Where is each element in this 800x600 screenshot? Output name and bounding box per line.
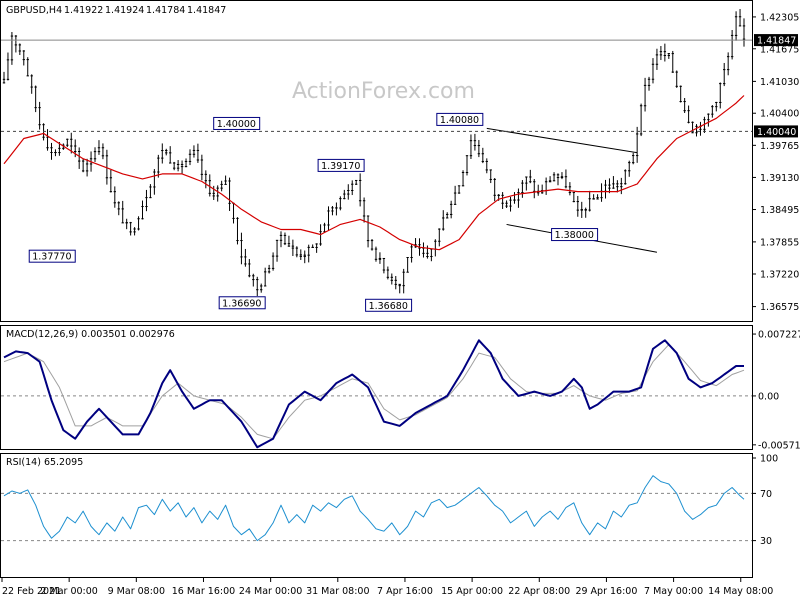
- annotation-box: [365, 298, 413, 312]
- header-high: 1.41924: [105, 5, 144, 16]
- macd-signal-line: [3, 344, 745, 440]
- time-axis-label: 24 Mar 00:00: [239, 586, 302, 597]
- price-axis-label: 1.39765: [760, 141, 799, 152]
- symbol-header: GBPUSD,H4 1.41922 1.41924 1.41784 1.4184…: [6, 5, 226, 16]
- macd-layer: [1, 339, 752, 449]
- time-axis-label: 29 Apr 16:00: [575, 586, 637, 597]
- macd-title: MACD(12,26,9) 0.003501 0.002976: [6, 329, 175, 340]
- time-axis-label: 7 Apr 16:00: [377, 586, 433, 597]
- annotation-label: 1.39170: [321, 161, 360, 172]
- rsi-axis-label: 100: [760, 454, 778, 465]
- macd-line: [3, 339, 744, 449]
- last-price-tag: 1.41847: [757, 36, 796, 47]
- annotation-label: 1.38000: [555, 230, 594, 241]
- price-tag-box: [754, 34, 798, 47]
- annotation-label: 1.37770: [32, 252, 71, 263]
- price-axis-label: 1.37855: [760, 237, 799, 248]
- annotation-label: 1.40000: [217, 119, 256, 130]
- macd-axis-label: 0.00: [758, 391, 779, 402]
- header-open: 1.41922: [64, 5, 103, 16]
- time-axis-label: 31 Mar 08:00: [306, 586, 369, 597]
- price-axis-label: 1.37220: [760, 269, 799, 280]
- time-axis-label: 2 Mar 00:00: [40, 586, 97, 597]
- rsi-panel: [0, 453, 753, 578]
- annotation-box: [317, 158, 365, 172]
- price-axis-label: 1.36575: [760, 302, 799, 313]
- price-axis-label: 1.41030: [760, 77, 799, 88]
- rsi-layer: [1, 475, 752, 542]
- price-axis-label: 1.40400: [760, 109, 799, 120]
- macd-panel: [0, 325, 753, 450]
- price-axis-label: 1.38495: [760, 205, 799, 216]
- price-panel: [0, 0, 753, 322]
- time-axis-label: 16 Mar 16:00: [172, 586, 235, 597]
- time-axis-label: 22 Feb 2021: [2, 586, 61, 597]
- header-close: 1.41847: [187, 5, 226, 16]
- channel-line-0: [486, 127, 638, 154]
- macd-axis-label: 0.007227: [758, 330, 800, 341]
- time-axis-label: 7 May 00:00: [644, 586, 703, 597]
- rsi-title: RSI(14) 65.2095: [6, 457, 83, 468]
- header-symbol: GBPUSD,H4: [6, 5, 62, 16]
- annotation-box: [28, 249, 76, 263]
- annotation-box: [551, 228, 599, 242]
- price-axis-label: 1.42305: [760, 12, 799, 23]
- rsi-axis-label: 30: [760, 536, 772, 547]
- annotation-label: 1.36680: [369, 301, 408, 312]
- watermark: ActionForex.com: [292, 79, 475, 104]
- price-layer: 1.37770 1.40000 1.36690 1.39170 1.36680 1.400…: [1, 9, 752, 312]
- moving-average-line: [3, 95, 745, 251]
- level-price-tag: 1.40040: [757, 127, 796, 138]
- time-axis-label: 14 May 08:00: [708, 586, 773, 597]
- annotation-box: [218, 296, 266, 310]
- annotation-label: 1.40080: [440, 115, 479, 126]
- price-tag-box: [754, 125, 798, 138]
- macd-axis-label: -0.005714: [758, 440, 800, 451]
- rsi-axis-label: 70: [760, 489, 772, 500]
- time-axis-label: 15 Apr 00:00: [441, 586, 503, 597]
- annotation-box: [213, 116, 261, 130]
- price-axis-label: 1.39130: [760, 173, 799, 184]
- price-axis-label: 1.41675: [760, 44, 799, 55]
- annotation-box: [436, 112, 484, 126]
- time-axis-label: 22 Apr 08:00: [508, 586, 570, 597]
- panels: [0, 0, 753, 578]
- rsi-line: [3, 475, 745, 542]
- time-axis-label: 9 Mar 08:00: [108, 586, 165, 597]
- header-low: 1.41784: [146, 5, 185, 16]
- annotation-label: 1.36690: [222, 298, 261, 309]
- axis-layer: 1.42305 1.41675 1.41030 1.40400 1.39765 1.391…: [1, 12, 800, 597]
